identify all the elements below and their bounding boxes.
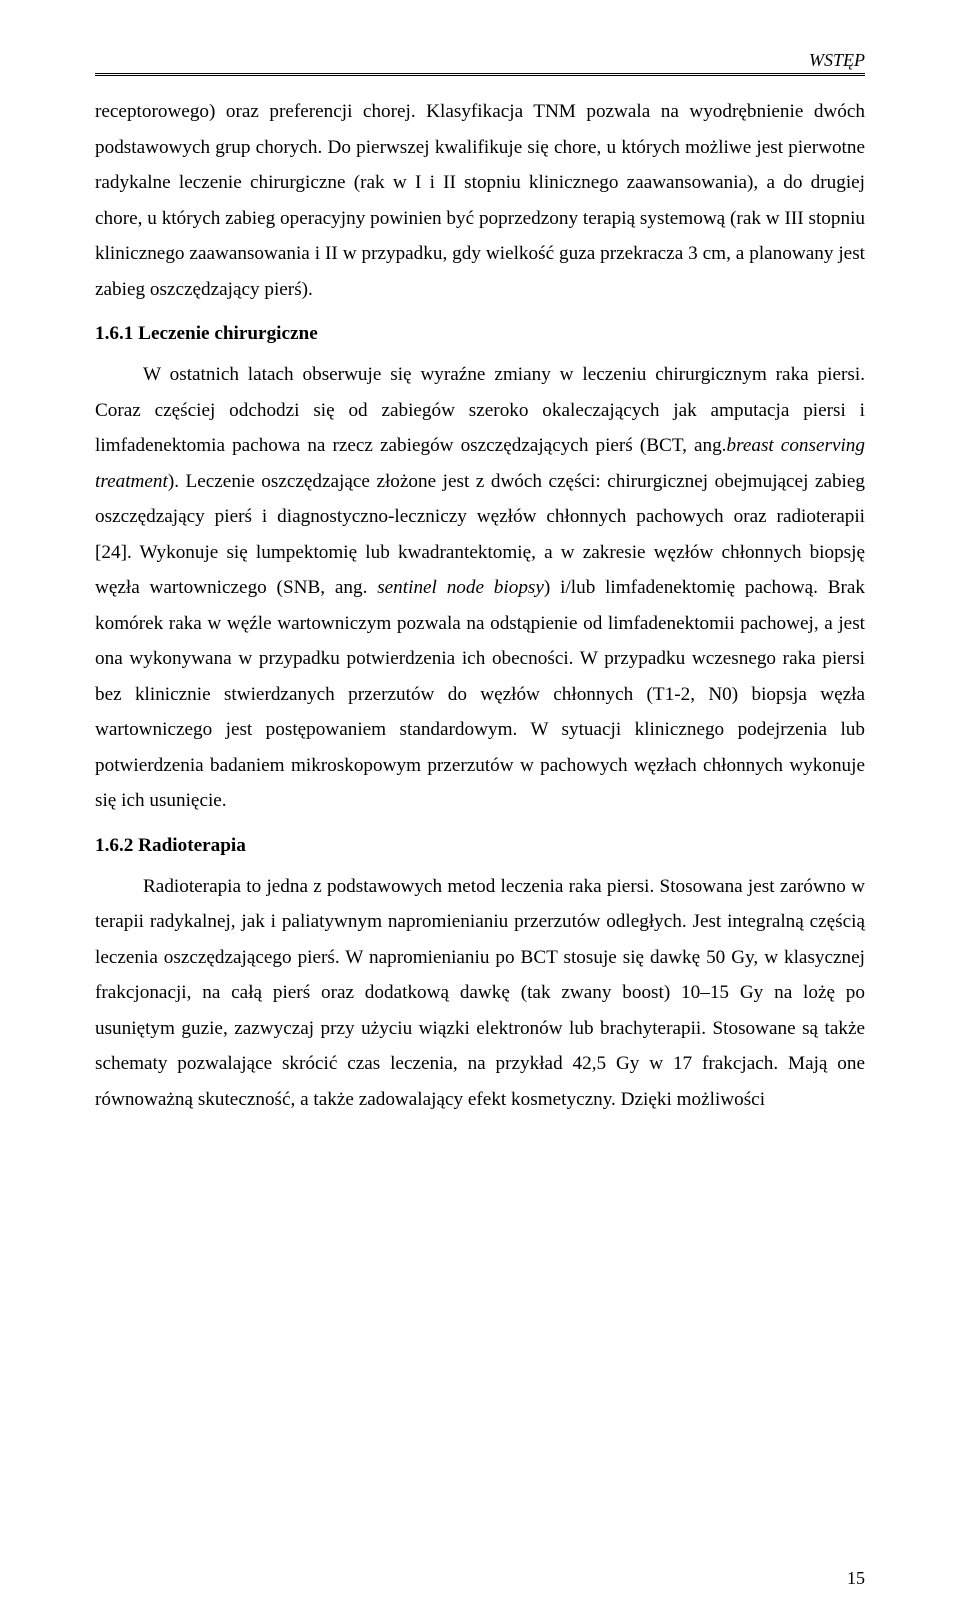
paragraph-radiotherapy: Radioterapia to jedna z podstawowych met… (95, 869, 865, 1118)
section-heading-surgery: 1.6.1 Leczenie chirurgiczne (95, 323, 865, 345)
header-section-title: WSTĘP (809, 50, 865, 70)
paragraph-intro: receptorowego) oraz preferencji chorej. … (95, 94, 865, 307)
section-heading-radiotherapy: 1.6.2 Radioterapia (95, 835, 865, 857)
para2-part-post: ) i/lub limfadenektomię pachową. Brak ko… (95, 577, 865, 811)
paragraph-surgery: W ostatnich latach obserwuje się wyraźne… (95, 357, 865, 819)
page-number: 15 (847, 1568, 865, 1589)
para2-term-snb: sentinel node biopsy (377, 577, 544, 598)
document-page: WSTĘP receptorowego) oraz preferencji ch… (0, 0, 960, 1614)
page-header: WSTĘP (95, 50, 865, 76)
